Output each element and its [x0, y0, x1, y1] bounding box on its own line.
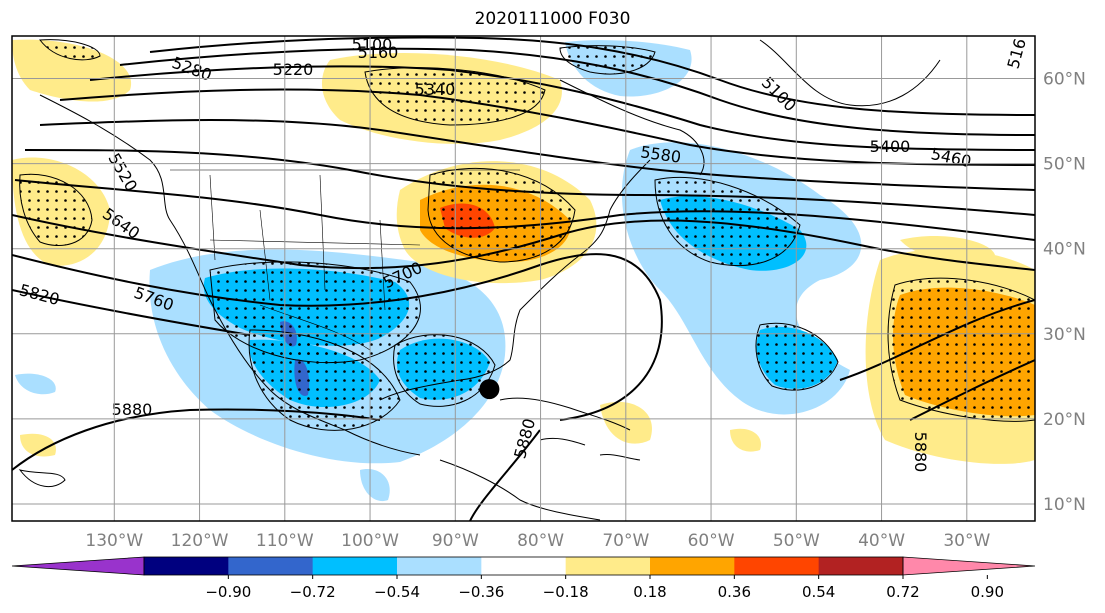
lon-tick-label: 30°W — [943, 531, 990, 551]
colorbar-outline — [143, 556, 904, 576]
colorbar-tick-label: −0.72 — [290, 583, 336, 601]
lon-tick-label: 70°W — [602, 531, 649, 551]
lon-tick-label: 130°W — [85, 531, 143, 551]
lon-tick-label: 80°W — [517, 531, 564, 551]
lat-tick-label: 40°N — [1043, 240, 1086, 260]
lon-tick-label: 100°W — [341, 531, 399, 551]
colorbar-segment — [481, 557, 567, 575]
colorbar-tick-labels: −0.90 −0.72 −0.54 −0.36 −0.18 0.18 0.36 0.54 0.7… — [205, 575, 1004, 601]
map-title: 2020111000 F030 — [474, 9, 631, 29]
colorbar-segment — [144, 557, 229, 575]
lon-tick-label: 60°W — [688, 531, 735, 551]
colorbar-tick-label: −0.54 — [374, 583, 420, 601]
lat-tick-label: 60°N — [1043, 70, 1086, 90]
contour-label: 5340 — [415, 80, 456, 99]
colorbar-tick-label: 0.18 — [633, 583, 666, 601]
contour-label: 5100 — [352, 35, 393, 54]
storm-location-marker — [479, 379, 500, 400]
lon-tick-label: 120°W — [171, 531, 229, 551]
colorbar-tick-label: −0.18 — [543, 583, 589, 601]
gridlines — [12, 36, 1035, 521]
lon-tick-label: 50°W — [773, 531, 820, 551]
latitude-tick-labels: 60°N 50°N 40°N 30°N 20°N 10°N — [1043, 70, 1086, 515]
contour-label: 5880 — [911, 432, 930, 473]
lat-tick-label: 50°N — [1043, 155, 1086, 175]
colorbar-segment — [734, 557, 820, 575]
colorbar — [11, 556, 1036, 576]
lat-tick-label: 20°N — [1043, 410, 1086, 430]
colorbar-tick-label: −0.90 — [205, 583, 251, 601]
colorbar-tick-label: 0.36 — [718, 583, 751, 601]
longitude-tick-labels: 130°W 120°W 110°W 100°W 90°W 80°W 70°W 60°W 50°W… — [85, 531, 990, 551]
colorbar-segment — [397, 557, 482, 575]
map-frame — [11, 35, 1036, 522]
colorbar-segment — [312, 557, 398, 575]
stippling-regions — [19, 39, 1035, 431]
colorbar-tick-label: 0.54 — [802, 583, 835, 601]
colorbar-segment — [565, 557, 651, 575]
coastlines-and-borders — [18, 39, 941, 521]
lon-tick-label: 40°W — [858, 531, 905, 551]
colorbar-extend-min — [11, 556, 145, 576]
colorbar-extend-max — [902, 556, 1036, 576]
colorbar-tick-label: −0.36 — [458, 583, 504, 601]
colorbar-tick-label: 0.90 — [971, 583, 1004, 601]
colorbar-tick-label: 0.72 — [886, 583, 919, 601]
lon-tick-label: 90°W — [432, 531, 479, 551]
contour-label: 5880 — [112, 400, 153, 419]
lon-tick-label: 110°W — [256, 531, 314, 551]
colorbar-segment — [228, 557, 314, 575]
lat-tick-label: 10°N — [1043, 495, 1086, 515]
colorbar-segment — [818, 557, 904, 575]
contour-label: 5400 — [870, 137, 911, 156]
contour-label: 5220 — [273, 60, 314, 79]
lat-tick-label: 30°N — [1043, 325, 1086, 345]
map-plot-area: 5100 5160 5280 5220 5340 5100 5400 5460 … — [12, 35, 1035, 521]
colorbar-segment — [650, 557, 735, 575]
contour-label: 5160 — [358, 43, 399, 62]
